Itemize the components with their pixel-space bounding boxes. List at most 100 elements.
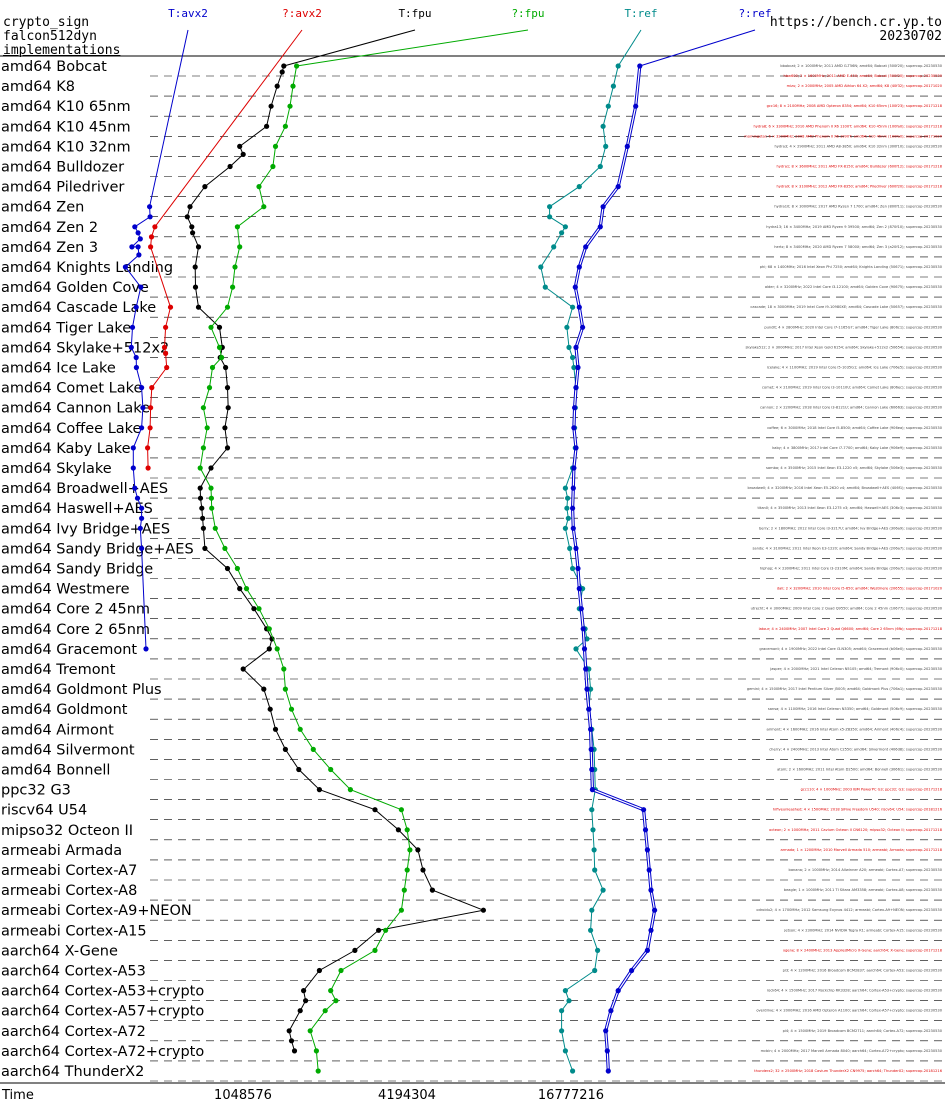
data-point xyxy=(143,646,149,652)
data-point xyxy=(586,706,592,712)
data-point xyxy=(316,787,322,793)
category-label: amd64 Zen 3 xyxy=(1,240,98,256)
data-point xyxy=(646,867,652,873)
category-label: amd64 Tiger Lake xyxy=(1,320,131,336)
data-point xyxy=(603,1028,609,1034)
data-point xyxy=(129,324,136,330)
data-point xyxy=(148,244,154,250)
category-label: armeabi Armada xyxy=(1,843,122,859)
data-point xyxy=(328,766,334,773)
machine-label: overdrive; 4 × 2000MHz; 2016 AMD Opteron… xyxy=(756,1009,942,1013)
data-point xyxy=(480,907,486,913)
data-point xyxy=(274,646,280,652)
series-line xyxy=(540,65,619,1072)
legend-label: T:avx2 xyxy=(168,7,208,20)
data-point xyxy=(163,350,169,356)
data-point xyxy=(209,364,216,371)
category-label: amd64 Gracemont xyxy=(1,642,137,658)
category-label: amd64 Bobcat xyxy=(1,59,107,75)
data-point xyxy=(597,163,603,170)
machine-label: hydra13; 16 × 3400MHz; 2019 AMD Ryzen 9 … xyxy=(766,225,943,229)
site-label: https://bench.cr.yp.to xyxy=(769,15,942,30)
data-point xyxy=(600,123,606,129)
data-point xyxy=(570,1068,576,1074)
data-point xyxy=(272,726,279,732)
category-label: amd64 Broadwell+AES xyxy=(1,481,168,497)
machine-label: cannon; 2 × 2200MHz; 2018 Intel Core i3-… xyxy=(760,406,943,410)
machine-label: jetson; 4 × 2300MHz; 2014 NVIDIA Tegra K… xyxy=(783,928,942,932)
machine-label: pi4; 4 × 1500MHz; 2019 Broadcom BCM2711;… xyxy=(783,1029,943,1033)
machine-label: broadwell; 4 × 3200MHz; 2016 Intel Xeon … xyxy=(748,486,943,490)
data-point xyxy=(240,666,246,672)
data-point xyxy=(576,304,582,310)
data-point xyxy=(573,545,579,552)
data-point xyxy=(132,224,138,230)
data-point xyxy=(652,907,658,913)
data-point xyxy=(208,324,214,330)
data-point xyxy=(407,847,413,853)
legend-label: ?:avx2 xyxy=(282,7,322,20)
data-point xyxy=(296,766,302,773)
data-point xyxy=(372,947,378,954)
data-point xyxy=(139,545,145,552)
category-label: amd64 Zen 2 xyxy=(1,220,98,236)
data-point xyxy=(404,827,410,833)
machine-label: dali; 2 × 3200MHz; 2010 Intel Core i5-65… xyxy=(777,587,943,591)
data-point xyxy=(291,1048,298,1054)
category-label: amd64 Golden Cove xyxy=(1,280,149,296)
data-point xyxy=(145,465,151,471)
category-label: aarch64 Cortex-A53 xyxy=(1,964,146,980)
data-point xyxy=(267,706,273,712)
machine-label: airmont; 4 × 1600MHz; 2016 Intel Atom x5… xyxy=(766,727,942,731)
series---avx2: ?:avx2 xyxy=(145,7,322,471)
data-point xyxy=(197,495,204,501)
data-point xyxy=(163,324,169,330)
data-point xyxy=(223,364,229,371)
data-point xyxy=(572,405,578,411)
category-label: amd64 Sandy Bridge xyxy=(1,562,153,578)
data-point xyxy=(372,807,378,813)
data-point xyxy=(564,324,570,330)
data-point xyxy=(274,83,280,89)
data-point xyxy=(578,606,584,612)
data-point xyxy=(122,264,128,270)
category-label: aarch64 ThunderX2 xyxy=(1,1064,144,1080)
data-point xyxy=(237,143,243,149)
data-point xyxy=(570,505,576,511)
data-point xyxy=(243,586,250,592)
data-point xyxy=(219,354,225,361)
data-point xyxy=(164,364,170,371)
category-label: amd64 Coffee Lake xyxy=(1,421,142,437)
data-point xyxy=(290,83,296,89)
series---ref: ?:ref xyxy=(570,7,772,1074)
category-label: amd64 Skylake+512x2 xyxy=(1,340,169,356)
data-point xyxy=(297,1008,303,1014)
data-point xyxy=(139,515,145,521)
data-point xyxy=(282,123,288,129)
data-point xyxy=(562,485,569,491)
data-point xyxy=(641,807,647,813)
machine-label: mizu; 2 × 2000MHz; 2005 AMD Athlon 64 X2… xyxy=(787,84,943,88)
data-point xyxy=(610,83,617,89)
category-label: aarch64 Cortex-A57+crypto xyxy=(1,1004,204,1020)
data-point xyxy=(149,385,155,391)
data-point xyxy=(597,224,603,230)
machine-label: gcc110; 4 × 1000MHz; 2003 IBM PowerPC G3… xyxy=(801,788,943,792)
data-point xyxy=(429,887,435,893)
data-point xyxy=(281,666,287,672)
data-point xyxy=(591,847,597,853)
data-point xyxy=(222,425,228,431)
data-point xyxy=(333,998,339,1004)
data-point xyxy=(398,807,404,813)
category-label: amd64 Kaby Lake xyxy=(1,441,131,457)
data-point xyxy=(184,214,190,220)
data-point xyxy=(589,787,596,793)
subtitle-label: implementations xyxy=(3,43,121,58)
algorithm-label: falcon512dyn xyxy=(3,29,97,44)
machine-label: armada; 1 × 1200MHz; 2010 Marvell Armada… xyxy=(780,848,942,852)
data-point xyxy=(134,495,141,501)
machine-label: phi; 68 × 1400MHz; 2016 Intel Xeon Phi 7… xyxy=(760,265,943,269)
machine-label: hbw600; 2 × 1600MHz; 2011 AMD E-450; amd… xyxy=(783,74,942,78)
data-point xyxy=(224,304,231,310)
machine-label: pundit; 4 × 2800MHz; 2020 Intel Core i7-… xyxy=(764,325,942,329)
